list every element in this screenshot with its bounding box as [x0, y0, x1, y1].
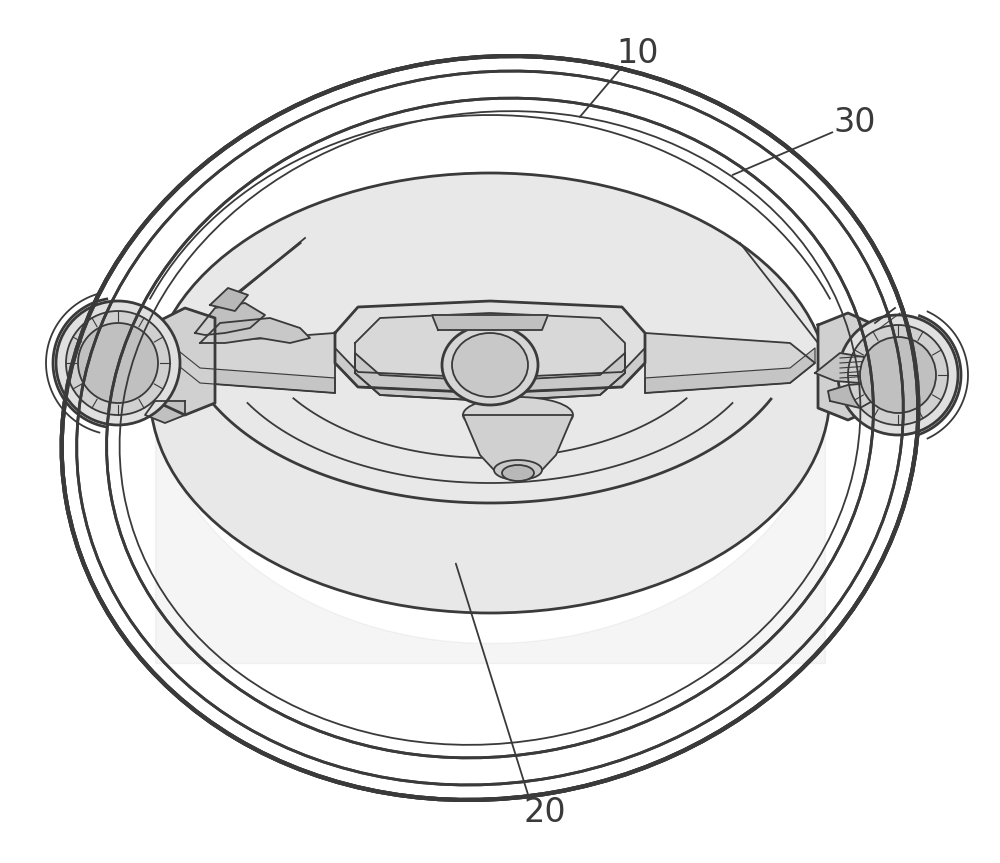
Text: 30: 30: [834, 106, 876, 139]
Ellipse shape: [56, 301, 180, 425]
Ellipse shape: [452, 333, 528, 397]
Ellipse shape: [463, 397, 573, 433]
Text: 10: 10: [617, 37, 659, 70]
Polygon shape: [200, 318, 310, 343]
Ellipse shape: [860, 337, 936, 413]
Ellipse shape: [838, 315, 958, 435]
Polygon shape: [818, 313, 875, 420]
Polygon shape: [335, 301, 645, 393]
Polygon shape: [645, 348, 815, 393]
Polygon shape: [828, 383, 878, 408]
Polygon shape: [155, 308, 215, 415]
Polygon shape: [335, 348, 645, 393]
Polygon shape: [195, 303, 265, 335]
Polygon shape: [175, 333, 335, 393]
Ellipse shape: [150, 173, 830, 613]
Polygon shape: [355, 313, 625, 401]
Polygon shape: [175, 348, 335, 393]
Polygon shape: [355, 353, 625, 401]
Polygon shape: [145, 401, 185, 423]
Polygon shape: [463, 415, 573, 470]
Text: 20: 20: [524, 797, 566, 829]
Ellipse shape: [494, 460, 542, 480]
Ellipse shape: [66, 311, 170, 415]
Polygon shape: [645, 333, 815, 393]
Ellipse shape: [848, 325, 948, 425]
Ellipse shape: [78, 323, 158, 403]
Polygon shape: [815, 353, 878, 383]
Ellipse shape: [502, 465, 534, 481]
Ellipse shape: [62, 56, 918, 800]
Polygon shape: [210, 288, 248, 311]
Ellipse shape: [442, 325, 538, 405]
Polygon shape: [432, 315, 548, 330]
